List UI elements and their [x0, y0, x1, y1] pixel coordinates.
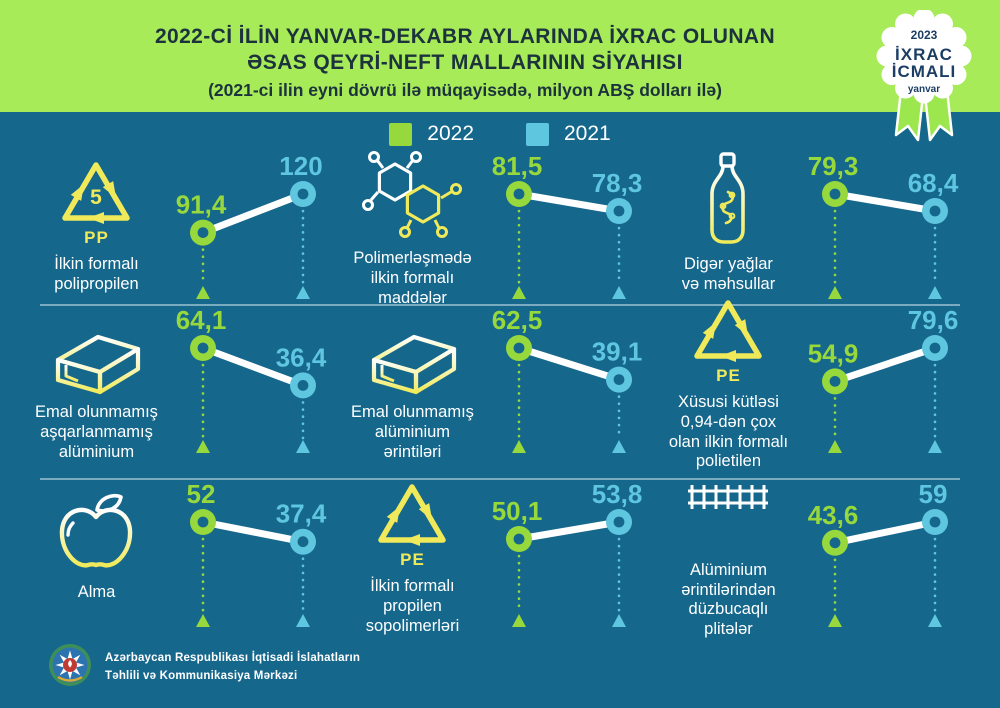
recycling-pe-icon: PE — [689, 295, 767, 386]
value-2022: 91,4 — [176, 190, 227, 220]
legend-swatch-2022 — [389, 122, 413, 146]
value-2021: 36,4 — [276, 342, 327, 372]
badge-title-1: İXRAC — [895, 45, 953, 64]
badge-month: yanvar — [908, 84, 940, 95]
trend-chart: 64,1 36,4 — [176, 305, 327, 453]
product-label: Alma — [77, 583, 116, 601]
resin-code: 5 — [91, 186, 103, 209]
value-2022: 64,1 — [176, 306, 227, 335]
trend-chart: 52 37,4 — [187, 479, 327, 627]
product-item: Polimerləşmədə ilkin formalı maddələr 81,5… — [342, 151, 658, 307]
aluminium-ingot-icon — [56, 334, 141, 395]
value-2021: 59 — [918, 480, 947, 509]
trend-chart: 62,5 39,1 — [492, 305, 643, 453]
value-2022: 54,9 — [808, 338, 859, 368]
product-row: Emal olunmamış aşqarlanmamış alüminium 64,… — [26, 300, 974, 478]
product-row: Alma 52 37,4 PE İlkin formalı propilen sop… — [26, 479, 974, 640]
value-2022: 81,5 — [492, 152, 543, 181]
trend-chart: 79,3 68,4 — [808, 151, 959, 299]
product-label: Emal olunmamış aşqarlanmamış alüminium — [35, 403, 158, 461]
title-line-3: (2021-ci ilin eyni dövrü ilə müqayisədə,… — [208, 79, 722, 100]
product-label: Digər yağlar və məhsullar — [681, 255, 776, 293]
trend-chart: 91,4 120 — [176, 151, 323, 299]
products-grid: 5 PP İlkin formalı polipropilen 91,4 120 — [26, 151, 974, 640]
product-item: Digər yağlar və məhsullar 79,3 68,4 — [658, 151, 974, 304]
product-label: İlkin formalı propilen sopolimerləri — [365, 577, 460, 635]
trend-chart: 43,6 59 — [808, 479, 948, 627]
title-line-1: 2022-Cİ İLİN YANVAR-DEKABR AYLARINDA İXR… — [154, 25, 776, 48]
resin-abbreviation: PP — [84, 228, 109, 247]
legend-label-2021: 2021 — [564, 122, 611, 145]
value-2021: 68,4 — [908, 168, 959, 198]
legend-item-2021: 2021 — [526, 122, 611, 146]
value-2021: 53,8 — [592, 480, 643, 509]
legend-swatch-2021 — [526, 122, 549, 146]
value-2022: 43,6 — [808, 500, 859, 530]
value-2022: 52 — [187, 480, 216, 509]
header-band — [0, 0, 1000, 112]
aluminium-ingot-icon — [372, 334, 457, 395]
product-item: 5 PP İlkin formalı polipropilen 91,4 120 — [26, 151, 342, 304]
value-2021: 79,6 — [908, 306, 959, 335]
value-2021: 37,4 — [276, 499, 327, 529]
product-item: Alma 52 37,4 — [26, 479, 342, 640]
product-row: 5 PP İlkin formalı polipropilen 91,4 120 — [26, 151, 974, 307]
value-2021: 78,3 — [592, 168, 643, 198]
row-divider — [40, 478, 960, 480]
badge-title-2: İCMALI — [892, 62, 957, 81]
product-item: PE İlkin formalı propilen sopolimerləri 50… — [342, 479, 658, 640]
value-2022: 50,1 — [492, 496, 543, 526]
organization-line-1: Azərbaycan Respublikası İqtisadi İslahat… — [105, 651, 361, 664]
legend-item-2022: 2022 — [389, 122, 474, 146]
polymer-molecule-icon — [362, 151, 463, 238]
footer: Azərbaycan Respublikası İqtisadi İslahat… — [48, 643, 360, 692]
resin-abbreviation: PE — [716, 366, 741, 385]
trend-chart: 54,9 79,6 — [808, 305, 959, 453]
oil-bottle-icon — [710, 152, 746, 244]
organization-name: Azərbaycan Respublikası İqtisadi İslahat… — [105, 650, 360, 686]
product-label: Polimerləşmədə ilkin formalı maddələr — [353, 249, 472, 307]
aluminium-plate-icon — [688, 484, 769, 509]
product-item: Alüminium ərintilərindən düzbucaqlı plitələ… — [658, 479, 974, 640]
organization-line-2: Təhlili və Kommunikasiya Mərkəzi — [105, 669, 298, 682]
trend-chart: 81,5 78,3 — [492, 151, 643, 299]
product-item: Emal olunmamış alüminium ərintiləri 62,5 3… — [342, 305, 658, 478]
recycling-pe-icon: PE — [373, 479, 451, 570]
value-2022: 79,3 — [808, 152, 859, 181]
award-badge: 2023 İXRAC İCMALI yanvar — [876, 10, 972, 142]
product-item: Emal olunmamış aşqarlanmamış alüminium 64,… — [26, 305, 342, 478]
value-2022: 62,5 — [492, 306, 543, 335]
value-2021: 39,1 — [592, 337, 643, 367]
azerbaijan-emblem — [49, 644, 91, 686]
legend: 2022 2021 — [0, 122, 1000, 146]
badge-year: 2023 — [911, 28, 938, 42]
product-label: İlkin formalı polipropilen — [54, 255, 139, 293]
title-line-2: ƏSAS QEYRİ-NEFT MALLARININ SİYAHISI — [247, 51, 683, 75]
page-title: 2022-Cİ İLİN YANVAR-DEKABR AYLARINDA İXR… — [70, 24, 860, 101]
product-item: PE Xüsusi kütləsi 0,94-dən çox olan ilkin … — [658, 300, 974, 478]
legend-label-2022: 2022 — [427, 122, 474, 145]
trend-chart: 50,1 53,8 — [492, 479, 643, 627]
product-label: Xüsusi kütləsi 0,94-dən çox olan ilkin for… — [668, 393, 789, 471]
resin-abbreviation: PE — [400, 550, 425, 569]
value-2021: 120 — [279, 152, 322, 181]
badge-seal-center — [886, 18, 962, 94]
product-label: Emal olunmamış alüminium ərintiləri — [351, 403, 474, 461]
row-divider — [40, 304, 960, 306]
azerbaijan-emblem-icon — [48, 643, 92, 692]
product-label: Alüminium ərintilərindən düzbucaqlı plitələ… — [681, 560, 776, 639]
apple-icon — [60, 493, 133, 568]
recycling-pp5-icon: 5 PP — [57, 157, 135, 248]
